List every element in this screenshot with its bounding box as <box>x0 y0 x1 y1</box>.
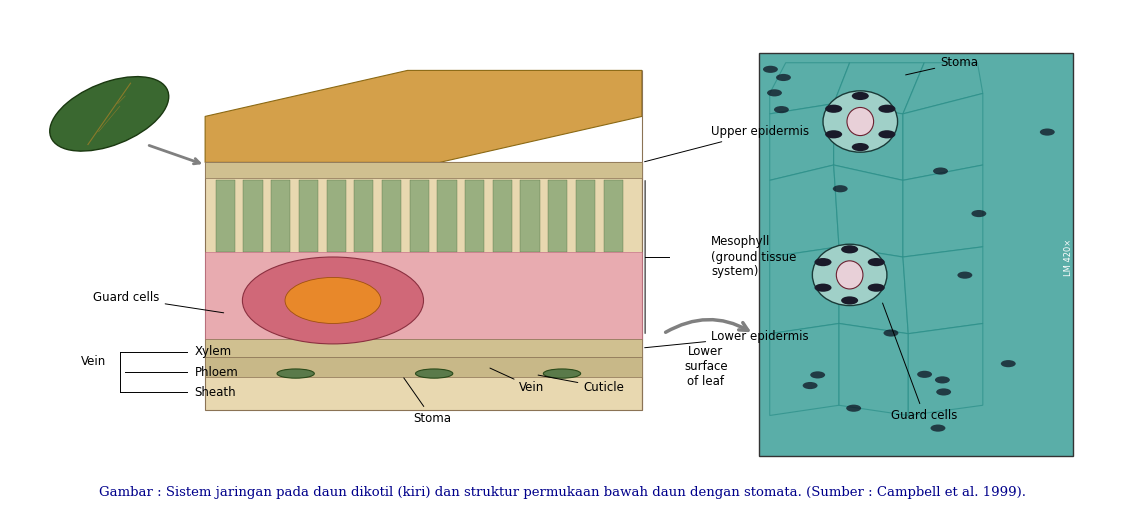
Polygon shape <box>205 70 642 162</box>
Polygon shape <box>299 180 318 252</box>
Polygon shape <box>604 180 623 252</box>
Text: Stoma: Stoma <box>404 378 451 425</box>
Circle shape <box>878 105 896 113</box>
Polygon shape <box>216 180 235 252</box>
Circle shape <box>936 389 951 396</box>
Circle shape <box>852 143 869 151</box>
Polygon shape <box>903 94 982 180</box>
Circle shape <box>810 371 825 378</box>
Text: Mesophyll
(ground tissue
system): Mesophyll (ground tissue system) <box>711 235 797 279</box>
Circle shape <box>243 257 424 344</box>
Polygon shape <box>354 180 373 252</box>
Polygon shape <box>839 323 908 415</box>
Polygon shape <box>520 180 540 252</box>
Circle shape <box>931 425 945 432</box>
Polygon shape <box>271 180 290 252</box>
Ellipse shape <box>416 369 453 378</box>
Text: Guard cells: Guard cells <box>882 303 958 422</box>
Polygon shape <box>549 180 568 252</box>
Polygon shape <box>382 180 401 252</box>
Text: Vein: Vein <box>81 355 106 369</box>
Polygon shape <box>205 162 642 178</box>
Ellipse shape <box>813 244 887 305</box>
Ellipse shape <box>49 77 169 151</box>
Polygon shape <box>770 165 839 257</box>
Circle shape <box>841 245 858 253</box>
Circle shape <box>815 284 832 292</box>
Text: Lower epidermis: Lower epidermis <box>645 330 809 348</box>
Circle shape <box>933 168 948 175</box>
Circle shape <box>763 66 778 73</box>
Polygon shape <box>327 180 346 252</box>
Polygon shape <box>437 180 456 252</box>
Polygon shape <box>834 104 903 180</box>
Polygon shape <box>770 63 850 114</box>
FancyBboxPatch shape <box>29 2 1095 512</box>
Polygon shape <box>770 104 834 180</box>
Polygon shape <box>834 63 924 114</box>
Circle shape <box>958 271 972 279</box>
Polygon shape <box>903 63 982 114</box>
Circle shape <box>1040 128 1054 136</box>
Circle shape <box>833 185 847 192</box>
Text: Upper epidermis: Upper epidermis <box>644 125 809 162</box>
Polygon shape <box>839 247 908 334</box>
Text: LM 420×: LM 420× <box>1063 238 1072 276</box>
Polygon shape <box>770 247 839 334</box>
Circle shape <box>285 278 381 323</box>
Circle shape <box>935 376 950 383</box>
Text: Phloem: Phloem <box>194 365 238 378</box>
Circle shape <box>1000 360 1016 367</box>
Text: Sheath: Sheath <box>194 386 236 399</box>
Text: Xylem: Xylem <box>194 345 232 358</box>
Ellipse shape <box>543 369 581 378</box>
Polygon shape <box>492 180 511 252</box>
Circle shape <box>868 284 885 292</box>
Polygon shape <box>465 180 484 252</box>
Circle shape <box>767 89 782 97</box>
Circle shape <box>825 105 842 113</box>
Polygon shape <box>908 323 982 415</box>
Circle shape <box>917 371 932 378</box>
Polygon shape <box>205 252 642 339</box>
Circle shape <box>803 382 817 389</box>
Polygon shape <box>575 180 595 252</box>
Ellipse shape <box>277 369 315 378</box>
Polygon shape <box>903 247 982 334</box>
Text: Vein: Vein <box>490 368 545 394</box>
Circle shape <box>868 258 885 266</box>
Circle shape <box>878 130 896 138</box>
Text: Guard cells: Guard cells <box>93 291 224 313</box>
Polygon shape <box>244 180 263 252</box>
Circle shape <box>776 74 791 81</box>
Ellipse shape <box>847 107 873 136</box>
Polygon shape <box>205 357 642 377</box>
Text: Lower
surface
of leaf: Lower surface of leaf <box>685 345 727 389</box>
Ellipse shape <box>823 91 898 152</box>
Polygon shape <box>834 165 903 257</box>
Polygon shape <box>903 165 982 257</box>
Polygon shape <box>409 180 429 252</box>
Circle shape <box>774 106 789 113</box>
Text: Cuticle: Cuticle <box>538 375 624 394</box>
Circle shape <box>971 210 987 217</box>
Text: Gambar : Sistem jaringan pada daun dikotil (kiri) dan struktur permukaan bawah d: Gambar : Sistem jaringan pada daun dikot… <box>99 486 1025 499</box>
Circle shape <box>846 405 861 412</box>
Circle shape <box>841 297 858 304</box>
Circle shape <box>825 130 842 138</box>
Text: Stoma: Stoma <box>906 56 978 75</box>
Circle shape <box>815 258 832 266</box>
Ellipse shape <box>836 261 863 289</box>
Circle shape <box>852 92 869 100</box>
Polygon shape <box>205 339 642 357</box>
Circle shape <box>883 329 898 337</box>
Polygon shape <box>770 323 839 415</box>
Polygon shape <box>205 162 642 410</box>
FancyBboxPatch shape <box>759 52 1073 456</box>
FancyArrowPatch shape <box>665 320 747 332</box>
